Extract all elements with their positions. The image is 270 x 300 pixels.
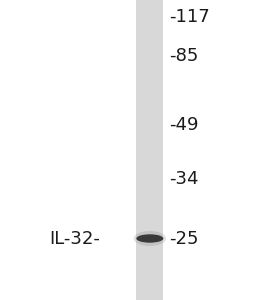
Text: IL-32-: IL-32-: [49, 230, 100, 247]
Text: -34: -34: [169, 169, 198, 188]
Ellipse shape: [134, 231, 166, 246]
Ellipse shape: [136, 234, 163, 243]
Text: -117: -117: [169, 8, 210, 26]
Text: -49: -49: [169, 116, 198, 134]
Text: -25: -25: [169, 230, 198, 247]
Bar: [136, 0, 163, 300]
Text: -85: -85: [169, 46, 198, 64]
